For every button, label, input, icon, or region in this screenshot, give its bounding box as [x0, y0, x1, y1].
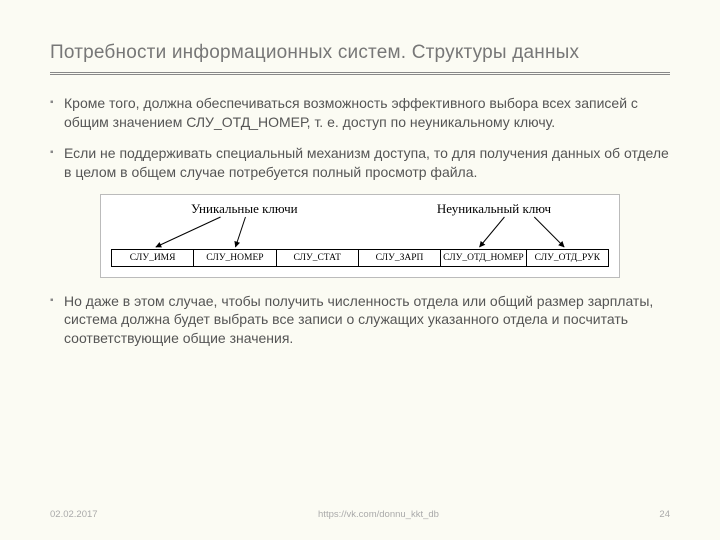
slide-title: Потребности информационных систем. Струк…	[50, 42, 670, 64]
footer-url: https://vk.com/donnu_kkt_db	[98, 509, 660, 520]
bullet-item: Кроме того, должна обеспечиваться возмож…	[50, 94, 670, 132]
title-rule	[50, 72, 670, 76]
slide: Потребности информационных систем. Струк…	[0, 0, 720, 540]
field-cell: СЛУ_СТАТ	[276, 249, 359, 267]
field-cell: СЛУ_ОТД_НОМЕР	[440, 249, 527, 267]
unique-keys-label: Уникальные ключи	[191, 201, 298, 217]
field-cell: СЛУ_ИМЯ	[111, 249, 194, 267]
field-cell: СЛУ_НОМЕР	[193, 249, 276, 267]
field-cell: СЛУ_ОТД_РУК	[526, 249, 609, 267]
footer-date: 02.02.2017	[50, 509, 98, 520]
field-cells-row: СЛУ_ИМЯ СЛУ_НОМЕР СЛУ_СТАТ СЛУ_ЗАРП СЛУ_…	[111, 249, 609, 267]
nonunique-key-label: Неуникальный ключ	[437, 201, 551, 217]
keys-diagram: Уникальные ключи Неуникальный ключ СЛУ_И…	[111, 201, 609, 267]
diagram-container: Уникальные ключи Неуникальный ключ СЛУ_И…	[100, 194, 620, 278]
bullet-item: Если не поддерживать специальный механиз…	[50, 144, 670, 182]
bullet-list: Кроме того, должна обеспечиваться возмож…	[50, 94, 670, 182]
footer-page-number: 24	[659, 509, 670, 520]
slide-footer: 02.02.2017 https://vk.com/donnu_kkt_db 2…	[50, 509, 670, 520]
bullet-list-2: Но даже в этом случае, чтобы получить чи…	[50, 292, 670, 349]
bullet-item: Но даже в этом случае, чтобы получить чи…	[50, 292, 670, 349]
field-cell: СЛУ_ЗАРП	[358, 249, 441, 267]
